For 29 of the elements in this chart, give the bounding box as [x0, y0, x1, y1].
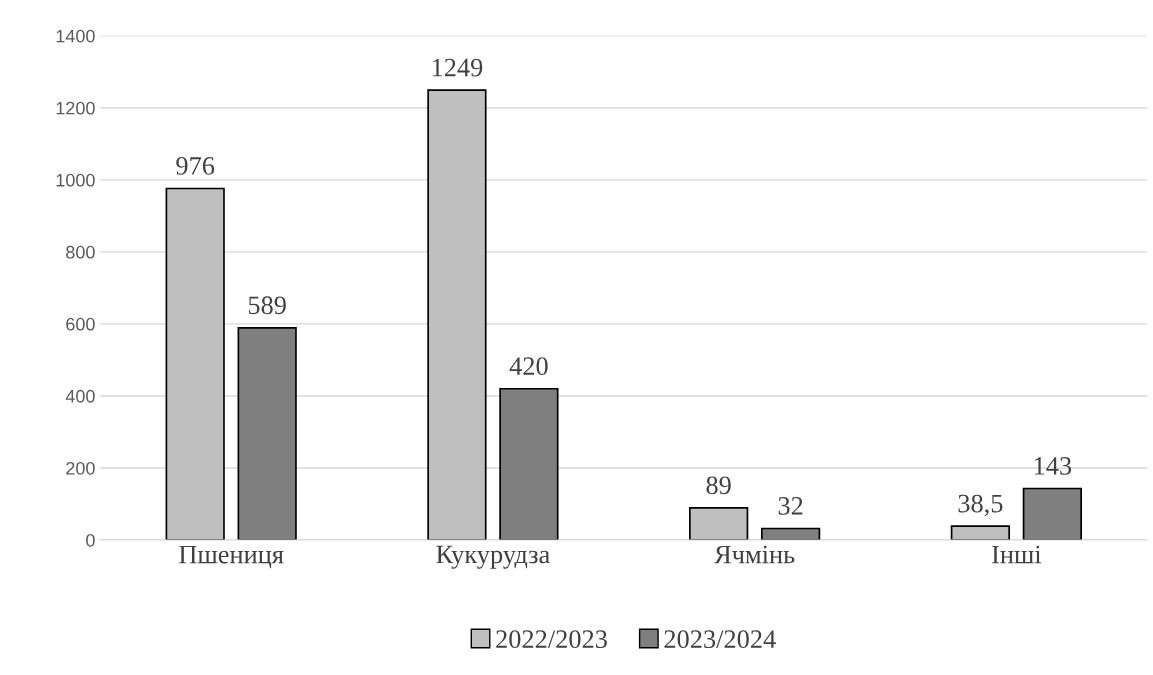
- bar: [237, 327, 297, 540]
- bar: [499, 387, 559, 540]
- x-tick-label: Інші: [992, 545, 1042, 564]
- x-tick-label: Кукурудза: [436, 545, 550, 569]
- bar: [165, 187, 225, 540]
- data-label: 143: [1034, 457, 1072, 475]
- data-label: 38,5: [958, 494, 1003, 517]
- y-tick-label: 800: [66, 245, 95, 259]
- data-label: 89: [706, 476, 731, 495]
- data-label: 32: [778, 497, 803, 515]
- y-tick-label: 1000: [56, 173, 95, 187]
- y-tick-label: 1400: [56, 29, 95, 43]
- y-tick-label: 200: [66, 461, 95, 475]
- y-tick-label: 1200: [56, 101, 95, 115]
- y-tick-label: 600: [66, 317, 95, 331]
- bar: [689, 507, 749, 540]
- x-tick-label: Ячмінь: [714, 545, 795, 564]
- bar: [950, 525, 1011, 540]
- data-label: 420: [509, 357, 548, 376]
- legend-label: 2022/2023: [496, 630, 607, 649]
- bar: [427, 89, 487, 540]
- y-tick-label: 400: [65, 389, 95, 403]
- x-tick-label: Пшениця: [179, 545, 284, 569]
- y-tick-label: 0: [86, 533, 95, 547]
- data-label: 976: [176, 157, 215, 175]
- data-label: 589: [248, 296, 286, 315]
- legend-label: 2023/2024: [664, 630, 776, 649]
- data-label: 1249: [432, 58, 483, 77]
- bar: [1022, 487, 1082, 540]
